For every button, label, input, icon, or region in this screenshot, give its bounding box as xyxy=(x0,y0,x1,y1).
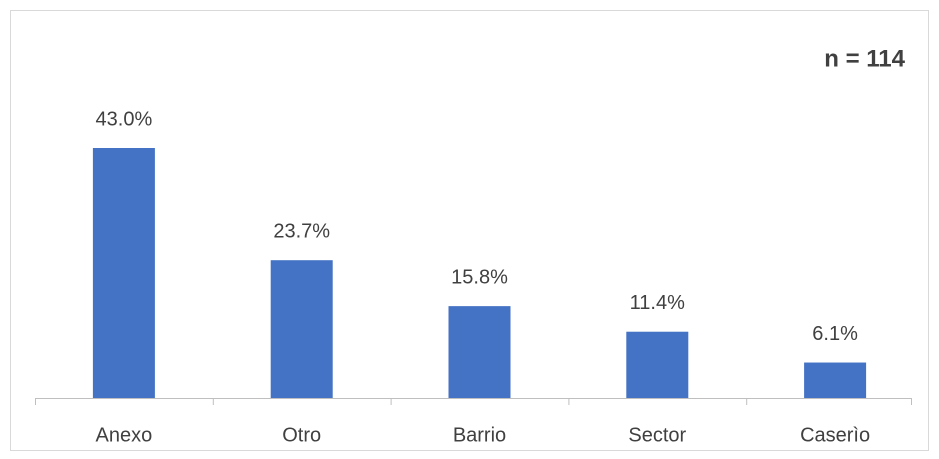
bar xyxy=(92,148,155,398)
value-label: 43.0% xyxy=(96,108,153,130)
value-label: 11.4% xyxy=(630,292,685,314)
x-tick-label: Anexo xyxy=(96,424,153,446)
bar xyxy=(448,306,511,398)
x-tick-label: Sector xyxy=(628,424,686,446)
x-tick-label: Otro xyxy=(282,424,321,446)
annotation: n = 114 xyxy=(824,45,905,72)
bar xyxy=(270,260,333,398)
value-label: 6.1% xyxy=(812,323,858,345)
value-label: 15.8% xyxy=(451,266,508,288)
value-label: 23.7% xyxy=(273,220,330,242)
bar xyxy=(804,362,867,398)
x-tick-label: Barrio xyxy=(453,424,506,446)
bar xyxy=(626,331,689,398)
x-tick-label: Caserìo xyxy=(800,424,870,446)
